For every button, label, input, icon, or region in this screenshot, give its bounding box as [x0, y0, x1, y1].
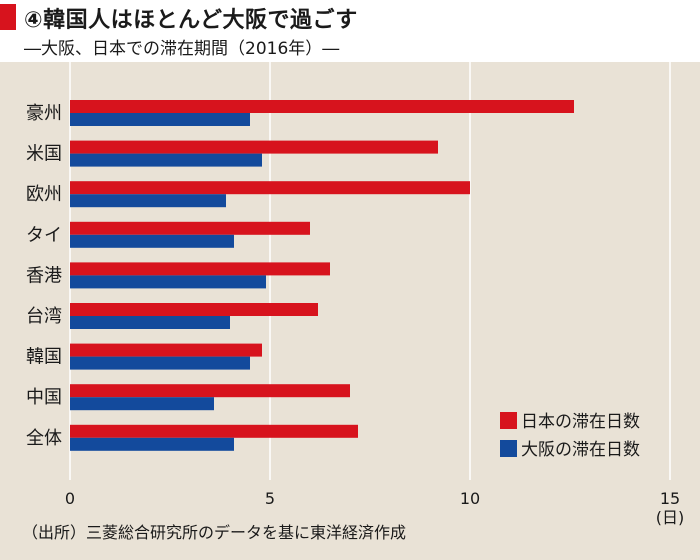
title-accent-bar — [0, 4, 16, 30]
category-label: 台湾 — [26, 306, 62, 327]
bar-osaka-0 — [70, 113, 250, 126]
bar-osaka-2 — [70, 194, 226, 208]
chart-panel: 豪州米国欧州タイ香港台湾韓国中国全体 0 5 10 15 (日) 日本の滞在日数 大阪の滞在日… — [0, 62, 700, 560]
x-tick-label: 0 — [65, 489, 75, 508]
bar-osaka-8 — [70, 437, 234, 451]
bar-osaka-1 — [70, 153, 262, 167]
legend-label: 日本の滞在日数 — [521, 412, 640, 432]
bar-japan-4 — [70, 262, 330, 276]
bar-japan-8 — [70, 424, 358, 438]
category-label: 米国 — [26, 144, 62, 165]
x-tick-label: 5 — [265, 489, 275, 508]
x-axis-unit: (日) — [656, 508, 685, 527]
bar-japan-3 — [70, 221, 310, 235]
bar-japan-5 — [70, 303, 318, 316]
category-label: 香港 — [26, 265, 62, 286]
bar-osaka-5 — [70, 316, 230, 329]
chart-subtitle: ―大阪、日本での滞在期間（2016年）― — [24, 39, 340, 59]
bar-japan-0 — [70, 100, 574, 113]
source-note: （出所）三菱総合研究所のデータを基に東洋経済作成 — [22, 523, 407, 542]
bar-osaka-4 — [70, 275, 266, 289]
x-tick-label: 15 — [660, 489, 680, 508]
category-label: 韓国 — [26, 347, 62, 368]
bar-japan-6 — [70, 343, 262, 357]
legend-label: 大阪の滞在日数 — [521, 440, 640, 460]
chart-header: ④韓国人はほとんど大阪で過ごす ―大阪、日本での滞在期間（2016年）― — [0, 0, 700, 62]
bar-osaka-7 — [70, 397, 214, 411]
legend-swatch-0 — [500, 412, 517, 429]
bar-japan-2 — [70, 181, 470, 195]
category-label: 全体 — [26, 428, 62, 449]
chart-title: ④韓国人はほとんど大阪で過ごす — [24, 8, 358, 33]
legend-swatch-1 — [500, 440, 517, 457]
bar-japan-7 — [70, 384, 350, 398]
x-tick-label: 10 — [460, 489, 480, 508]
bar-japan-1 — [70, 140, 438, 154]
category-label: タイ — [26, 225, 62, 246]
category-label: 欧州 — [26, 184, 62, 205]
bar-osaka-6 — [70, 356, 250, 370]
category-label: 豪州 — [26, 103, 62, 124]
category-label: 中国 — [26, 387, 62, 408]
bar-osaka-3 — [70, 234, 234, 248]
